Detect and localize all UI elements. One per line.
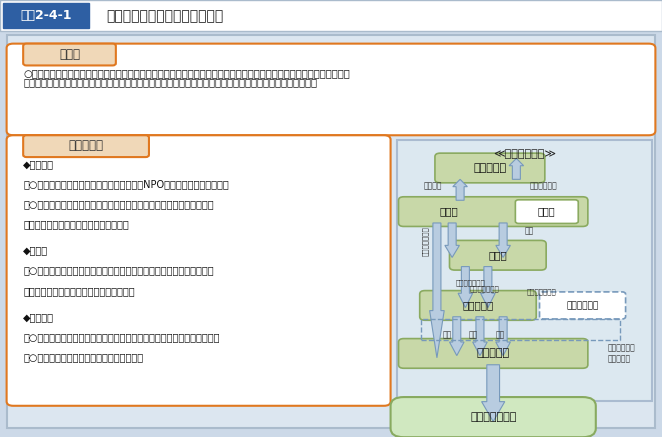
FancyBboxPatch shape bbox=[7, 135, 391, 406]
Polygon shape bbox=[509, 158, 524, 179]
Text: 被災県: 被災県 bbox=[440, 207, 458, 217]
Text: ○県又は市町村による直接雇用又は企業、NPO等への委託による雇用。: ○県又は市町村による直接雇用又は企業、NPO等への委託による雇用。 bbox=[23, 179, 229, 189]
Text: 雇用: 雇用 bbox=[469, 331, 478, 340]
Text: 震災等緊急雇用対応事業の概要: 震災等緊急雇用対応事業の概要 bbox=[106, 9, 223, 23]
Polygon shape bbox=[481, 267, 495, 308]
Polygon shape bbox=[449, 317, 464, 356]
FancyBboxPatch shape bbox=[391, 397, 596, 437]
FancyBboxPatch shape bbox=[435, 153, 545, 183]
Text: ○雇用期間は１年以内。（複数回更新可）: ○雇用期間は１年以内。（複数回更新可） bbox=[23, 352, 143, 362]
Text: 求人・求職の
マッチング: 求人・求職の マッチング bbox=[608, 344, 636, 363]
Text: 交付金の交付: 交付金の交付 bbox=[530, 182, 557, 191]
Text: ○雇用期間中に安定的な雇用につなげるため、知識・技術を身につけ: ○雇用期間中に安定的な雇用につなげるため、知識・技術を身につけ bbox=[23, 199, 214, 209]
Text: ◆対象者: ◆対象者 bbox=[23, 246, 48, 256]
Text: 事業計画: 事業計画 bbox=[424, 182, 442, 191]
Text: 事業の概要: 事業の概要 bbox=[69, 139, 103, 152]
Polygon shape bbox=[458, 267, 473, 308]
Text: 儀なくされていることから、被災された方々の雇用の場を早急に確保することが重要な課題となっている。: 儀なくされていることから、被災された方々の雇用の場を早急に確保することが重要な課… bbox=[23, 78, 317, 88]
FancyBboxPatch shape bbox=[420, 291, 536, 320]
Text: 事業を民間委託: 事業を民間委託 bbox=[470, 286, 500, 292]
Text: るための研修等を行うことが可能。: るための研修等を行うことが可能。 bbox=[23, 219, 129, 229]
Text: ≪事業スキーム≫: ≪事業スキーム≫ bbox=[493, 149, 557, 159]
Text: 事業を民間委託: 事業を民間委託 bbox=[455, 279, 485, 286]
Text: 雇用機会の創出: 雇用機会の創出 bbox=[470, 412, 516, 422]
FancyBboxPatch shape bbox=[399, 339, 588, 368]
Text: ○東日本大震災により、東北地方の沿岸部を中心に、多くの方々がその生活基盤を奪われ、被災地内外での避難生活を余: ○東日本大震災により、東北地方の沿岸部を中心に、多くの方々がその生活基盤を奪われ… bbox=[23, 68, 350, 78]
FancyBboxPatch shape bbox=[7, 35, 655, 427]
Text: 雇用: 雇用 bbox=[442, 331, 451, 340]
FancyBboxPatch shape bbox=[515, 200, 578, 223]
Text: 地域において被災求職者を対象に実施: 地域において被災求職者を対象に実施 bbox=[23, 286, 135, 296]
FancyBboxPatch shape bbox=[449, 240, 546, 270]
FancyBboxPatch shape bbox=[397, 140, 652, 402]
Text: 厚生労働省: 厚生労働省 bbox=[473, 163, 506, 173]
Polygon shape bbox=[445, 223, 459, 257]
Text: 補助: 補助 bbox=[525, 227, 534, 236]
FancyBboxPatch shape bbox=[23, 44, 116, 66]
Polygon shape bbox=[496, 317, 510, 356]
Text: ○事業費に占める新規に雇用される対象者の人件費割合は１／２以上。: ○事業費に占める新規に雇用される対象者の人件費割合は１／２以上。 bbox=[23, 332, 220, 342]
Text: ◆事業概要: ◆事業概要 bbox=[23, 159, 54, 169]
Text: 民間企業等: 民間企業等 bbox=[462, 300, 494, 310]
Polygon shape bbox=[481, 365, 504, 422]
Text: 事業を直接実施: 事業を直接実施 bbox=[526, 288, 556, 295]
Text: 市町村: 市町村 bbox=[489, 250, 507, 260]
Text: 事業を直接実施: 事業を直接実施 bbox=[422, 226, 429, 256]
Text: 図表2-4-1: 図表2-4-1 bbox=[21, 9, 72, 22]
FancyBboxPatch shape bbox=[23, 135, 149, 157]
FancyBboxPatch shape bbox=[540, 292, 626, 319]
FancyBboxPatch shape bbox=[399, 197, 588, 226]
Text: 趣　旨: 趣 旨 bbox=[59, 48, 80, 61]
Text: 基　金: 基 金 bbox=[538, 207, 555, 217]
Text: 被　災　者: 被 災 者 bbox=[477, 348, 510, 358]
FancyBboxPatch shape bbox=[0, 0, 662, 31]
Text: ◆実施要件: ◆実施要件 bbox=[23, 312, 54, 322]
Text: 雇用: 雇用 bbox=[495, 331, 504, 340]
Text: ○被災県のうち、青森、岩手、宮城、福島及び茨城の災害救助法適用: ○被災県のうち、青森、岩手、宮城、福島及び茨城の災害救助法適用 bbox=[23, 266, 214, 276]
Polygon shape bbox=[473, 317, 487, 356]
Polygon shape bbox=[453, 179, 467, 200]
FancyBboxPatch shape bbox=[7, 44, 655, 135]
FancyBboxPatch shape bbox=[3, 3, 89, 28]
Polygon shape bbox=[430, 223, 444, 358]
Text: ハローワーク: ハローワーク bbox=[567, 301, 598, 310]
Polygon shape bbox=[496, 223, 510, 257]
